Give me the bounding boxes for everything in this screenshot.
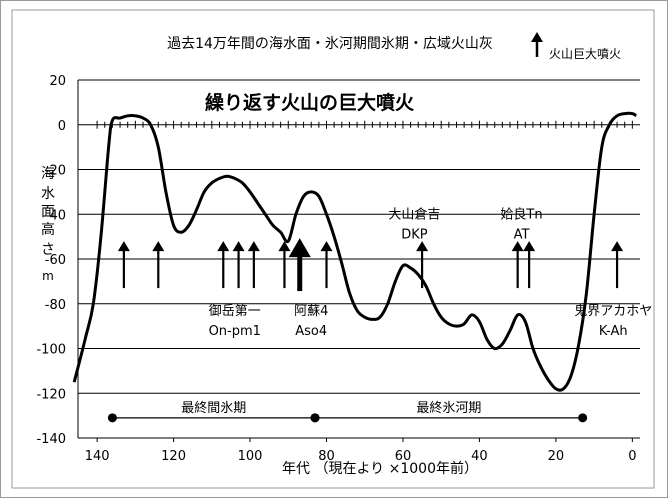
y-axis-label-char: 面 xyxy=(41,204,55,220)
legend-arrowhead-icon xyxy=(531,32,543,42)
legend-label: 火山巨大噴火 xyxy=(549,47,621,61)
y-tick-label: -100 xyxy=(36,343,66,358)
eruption-arrowhead xyxy=(320,241,333,252)
eruption-arrowhead xyxy=(152,241,165,252)
x-tick-label: 0 xyxy=(628,449,636,464)
y-tick-label: 20 xyxy=(49,74,66,89)
y-axis-label-char: 高 xyxy=(41,221,55,238)
eruption-arrowhead xyxy=(278,241,291,252)
x-tick-label: 60 xyxy=(395,449,412,464)
legend: 火山巨大噴火 xyxy=(531,32,621,61)
tephra-label: AT xyxy=(514,228,530,243)
tephra-label: 姶良Tn xyxy=(500,207,542,223)
y-axis-label-char: 水 xyxy=(41,186,55,202)
eruption-arrows xyxy=(117,238,624,292)
annotations: 御岳第一 On-pm1 阿蘇4 Aso4 大山倉吉 DKP 姶良Tn AT 鬼界アカホヤ K-Ah xyxy=(209,207,653,339)
tephra-label: 大山倉吉 xyxy=(388,208,440,223)
eruption-arrowhead xyxy=(611,241,624,252)
x-tick-label: 20 xyxy=(548,449,565,464)
tephra-label: Aso4 xyxy=(295,324,327,339)
eruption-arrowhead xyxy=(416,241,429,252)
eruption-arrowhead xyxy=(117,241,130,252)
period-start-marker xyxy=(107,413,117,423)
tephra-label: K-Ah xyxy=(599,324,628,339)
period-label: 最終間氷期 xyxy=(181,400,246,416)
y-axis-label-char: m xyxy=(42,269,54,283)
period-end-marker xyxy=(578,413,588,423)
y-tick-label: -80 xyxy=(45,298,66,313)
series xyxy=(72,111,638,392)
x-tick-label: 40 xyxy=(471,449,488,464)
y-tick-label: -60 xyxy=(45,253,66,268)
eruption-arrowhead xyxy=(288,238,311,258)
tephra-label: 鬼界アカホヤ xyxy=(574,303,652,319)
chart-subtitle: 繰り返す火山の巨大噴火 xyxy=(205,91,415,114)
eruption-arrowhead xyxy=(232,241,245,252)
x-tick-labels: 140 120 100 80 60 40 20 0 xyxy=(85,449,637,464)
y-axis-label-char: 海 xyxy=(41,166,55,182)
eruption-arrowhead xyxy=(247,241,260,252)
tephra-label: On-pm1 xyxy=(209,324,261,339)
y-tick-label: -40 xyxy=(45,208,66,223)
x-axis-label: 年代 （現在より ×1000年前） xyxy=(282,460,478,477)
eruption-arrowhead xyxy=(523,241,536,252)
y-tick-label: -140 xyxy=(36,432,66,447)
tephra-label: 御岳第一 xyxy=(209,304,261,319)
chart-title: 過去14万年間の海水面・氷河期間氷期・広域火山灰 xyxy=(167,36,493,52)
eruption-arrowhead xyxy=(217,241,230,252)
periods: 最終間氷期 最終氷河期 xyxy=(107,400,588,423)
x-tick-label: 80 xyxy=(318,449,335,464)
sea-level-line xyxy=(72,111,638,392)
y-tick-labels: 20 0 -20 -40 -60 -80 -100 -120 -140 xyxy=(36,74,66,447)
x-tick-label: 100 xyxy=(238,449,263,464)
y-tick-label: -20 xyxy=(45,164,66,179)
y-tick-label: -120 xyxy=(36,387,66,402)
eruption-arrowhead xyxy=(511,241,524,252)
x-tick-label: 140 xyxy=(85,449,110,464)
x-tick-label: 120 xyxy=(161,449,186,464)
period-start-marker xyxy=(310,413,320,423)
y-axis-label-char: さ xyxy=(41,242,55,258)
period-label: 最終氷河期 xyxy=(416,400,481,416)
chart-border xyxy=(11,9,655,489)
y-tick-label: 0 xyxy=(58,119,66,134)
tephra-label: DKP xyxy=(401,228,428,243)
tephra-label: 阿蘇4 xyxy=(294,304,328,319)
